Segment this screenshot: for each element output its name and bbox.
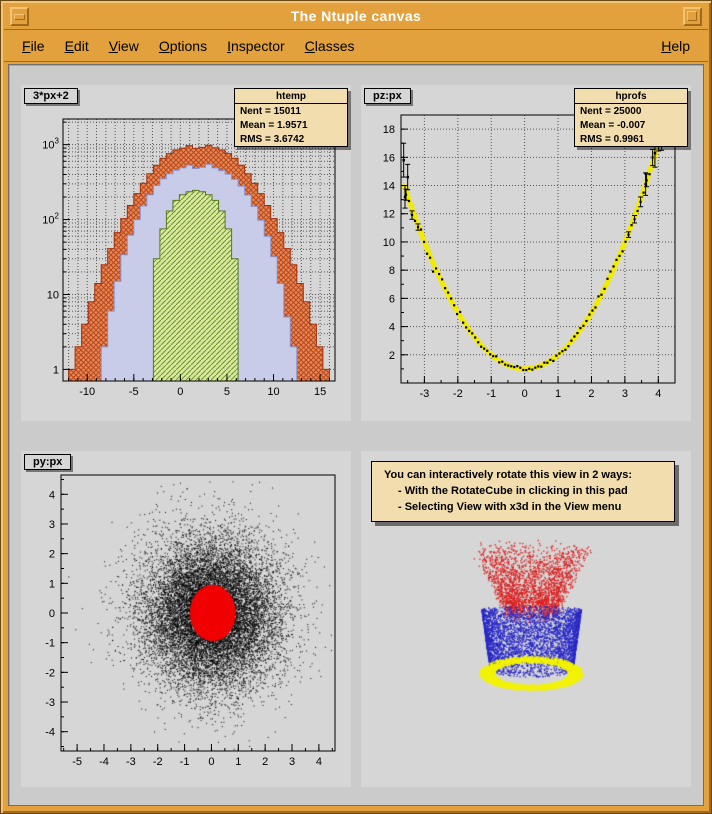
pad-title-pypx[interactable]: py:px — [24, 454, 72, 470]
svg-text:6: 6 — [389, 293, 395, 305]
window-title: The Ntuple canvas — [290, 8, 422, 24]
svg-text:4: 4 — [389, 322, 395, 334]
stats-entries: Nent = 15011 — [240, 106, 301, 117]
stats-title: hprofs — [575, 89, 687, 104]
stats-rms: RMS = 0.9961 — [580, 134, 645, 145]
svg-text:-4: -4 — [45, 727, 55, 739]
svg-text:3: 3 — [622, 388, 628, 400]
hint-line-3: - Selecting View with x3d in the View me… — [398, 501, 622, 513]
svg-text:-5: -5 — [129, 386, 139, 398]
menu-edit[interactable]: Edit — [64, 37, 89, 54]
window-menu-button[interactable] — [10, 7, 29, 26]
svg-text:4: 4 — [316, 756, 322, 768]
svg-text:15: 15 — [314, 386, 326, 398]
menu-classes[interactable]: Classes — [304, 37, 355, 54]
svg-text:1: 1 — [235, 756, 241, 768]
pad-histogram[interactable]: -10 -5 0 5 10 15 1 10 102 103 3*px+2 htemp Nent =… — [21, 85, 351, 421]
svg-text:10: 10 — [383, 237, 395, 249]
stats-rms: RMS = 3.6742 — [240, 134, 305, 145]
svg-text:102: 102 — [42, 212, 59, 227]
svg-text:10: 10 — [47, 289, 59, 301]
scatter-axes: -5 -4 -3 -2 -1 0 1 2 3 4 -4 -3 -2 -1 0 1 2 3 4 — [45, 474, 336, 768]
svg-text:3: 3 — [49, 519, 55, 531]
svg-text:2: 2 — [389, 350, 395, 362]
pad-scatter[interactable]: -5 -4 -3 -2 -1 0 1 2 3 4 -4 -3 -2 -1 0 1 2 3 4 py:px — [21, 451, 351, 787]
hint-line-2: - With the RotateCube in clicking in thi… — [398, 485, 628, 497]
root-canvas[interactable]: -10 -5 0 5 10 15 1 10 102 103 3*px+2 htemp Nent =… — [8, 64, 704, 806]
stats-mean: Mean = 1.9571 — [240, 120, 308, 131]
stats-box-hprofs[interactable]: hprofs Nent = 25000 Mean = -0.007 RMS = … — [574, 88, 688, 147]
pad-profile[interactable]: -3 -2 -1 0 1 2 3 4 2 4 6 8 10 12 14 16 18 pz:px hprofs N… — [361, 85, 691, 421]
svg-text:16: 16 — [383, 152, 395, 164]
pad-title-3px2[interactable]: 3*px+2 — [24, 88, 78, 104]
stats-entries: Nent = 25000 — [580, 106, 642, 117]
svg-text:0: 0 — [177, 386, 183, 398]
rotate-hint-box[interactable]: You can interactively rotate this view i… — [371, 461, 675, 522]
histogram-plot: -10 -5 0 5 10 15 1 10 102 103 — [42, 118, 336, 398]
stats-mean: Mean = -0.007 — [580, 120, 646, 131]
window-menu-icon — [14, 14, 25, 20]
svg-text:-1: -1 — [486, 388, 496, 400]
maximize-button[interactable] — [683, 7, 702, 26]
menu-help[interactable]: Help — [661, 37, 690, 54]
scatter-points — [21, 451, 351, 787]
svg-text:-2: -2 — [153, 756, 163, 768]
svg-text:0: 0 — [522, 388, 528, 400]
svg-text:1: 1 — [53, 364, 59, 376]
svg-text:4: 4 — [655, 388, 661, 400]
svg-text:1: 1 — [555, 388, 561, 400]
svg-text:103: 103 — [42, 137, 59, 152]
svg-text:5: 5 — [224, 386, 230, 398]
svg-text:-10: -10 — [79, 386, 95, 398]
svg-text:-3: -3 — [126, 756, 136, 768]
svg-text:-1: -1 — [180, 756, 190, 768]
svg-text:12: 12 — [383, 209, 395, 221]
svg-text:2: 2 — [262, 756, 268, 768]
svg-text:14: 14 — [383, 181, 395, 193]
svg-text:-5: -5 — [72, 756, 82, 768]
maximize-icon — [687, 11, 697, 21]
svg-text:2: 2 — [49, 549, 55, 561]
svg-text:10: 10 — [267, 386, 279, 398]
menu-view[interactable]: View — [108, 37, 139, 54]
svg-text:18: 18 — [383, 124, 395, 136]
svg-text:-3: -3 — [419, 388, 429, 400]
svg-text:0: 0 — [49, 608, 55, 620]
svg-text:2: 2 — [588, 388, 594, 400]
pad-title-pzpx[interactable]: pz:px — [364, 88, 411, 104]
svg-text:-2: -2 — [45, 667, 55, 679]
menu-options[interactable]: Options — [158, 37, 208, 54]
menu-file[interactable]: File — [22, 37, 45, 54]
svg-text:0: 0 — [208, 756, 214, 768]
stats-box-htemp[interactable]: htemp Nent = 15011 Mean = 1.9571 RMS = 3… — [234, 88, 348, 147]
svg-text:8: 8 — [389, 265, 395, 277]
stats-title: htemp — [235, 89, 347, 104]
svg-text:-4: -4 — [99, 756, 109, 768]
svg-text:3: 3 — [289, 756, 295, 768]
pad-3d-view[interactable]: You can interactively rotate this view i… — [361, 451, 691, 787]
svg-text:-1: -1 — [45, 638, 55, 650]
menubar: File Edit View Options Inspector Classes… — [4, 30, 708, 62]
hint-line-1: You can interactively rotate this view i… — [384, 469, 632, 481]
svg-text:-3: -3 — [45, 697, 55, 709]
svg-text:4: 4 — [49, 489, 55, 501]
svg-text:1: 1 — [49, 578, 55, 590]
titlebar[interactable]: The Ntuple canvas — [4, 4, 708, 30]
menu-inspector[interactable]: Inspector — [227, 37, 285, 54]
svg-text:-2: -2 — [453, 388, 463, 400]
